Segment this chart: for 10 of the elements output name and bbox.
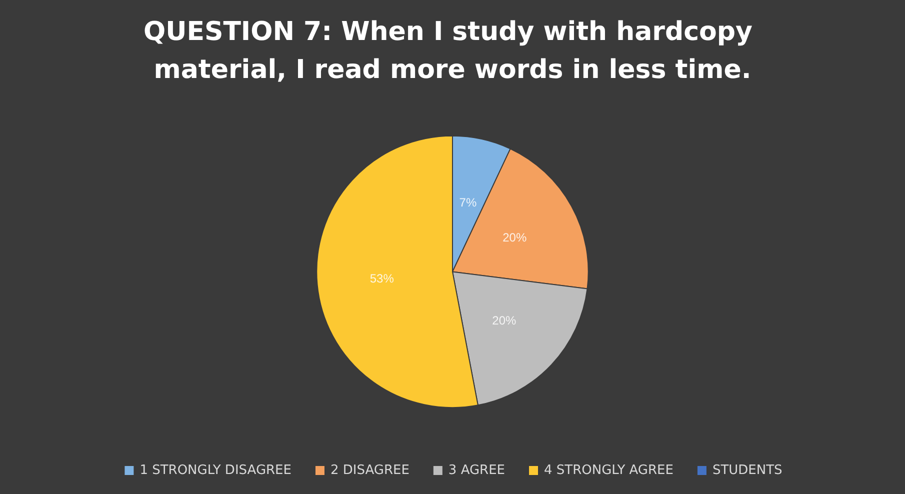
legend-label: STUDENTS [712, 463, 782, 478]
data-label: 20% [492, 313, 517, 328]
legend-label: 4 STRONGLY AGREE [544, 463, 674, 478]
legend-label: 3 AGREE [448, 463, 506, 478]
data-label: 7% [459, 195, 477, 210]
data-label: 53% [370, 271, 394, 286]
legend-label: 1 STRONGLY DISAGREE [140, 463, 292, 478]
chart-title: QUESTION 7: When I study with hardcopy material, I read more words in less time. [144, 17, 762, 85]
legend-label: 2 DISAGREE [330, 463, 410, 478]
data-label: 20% [502, 230, 527, 245]
